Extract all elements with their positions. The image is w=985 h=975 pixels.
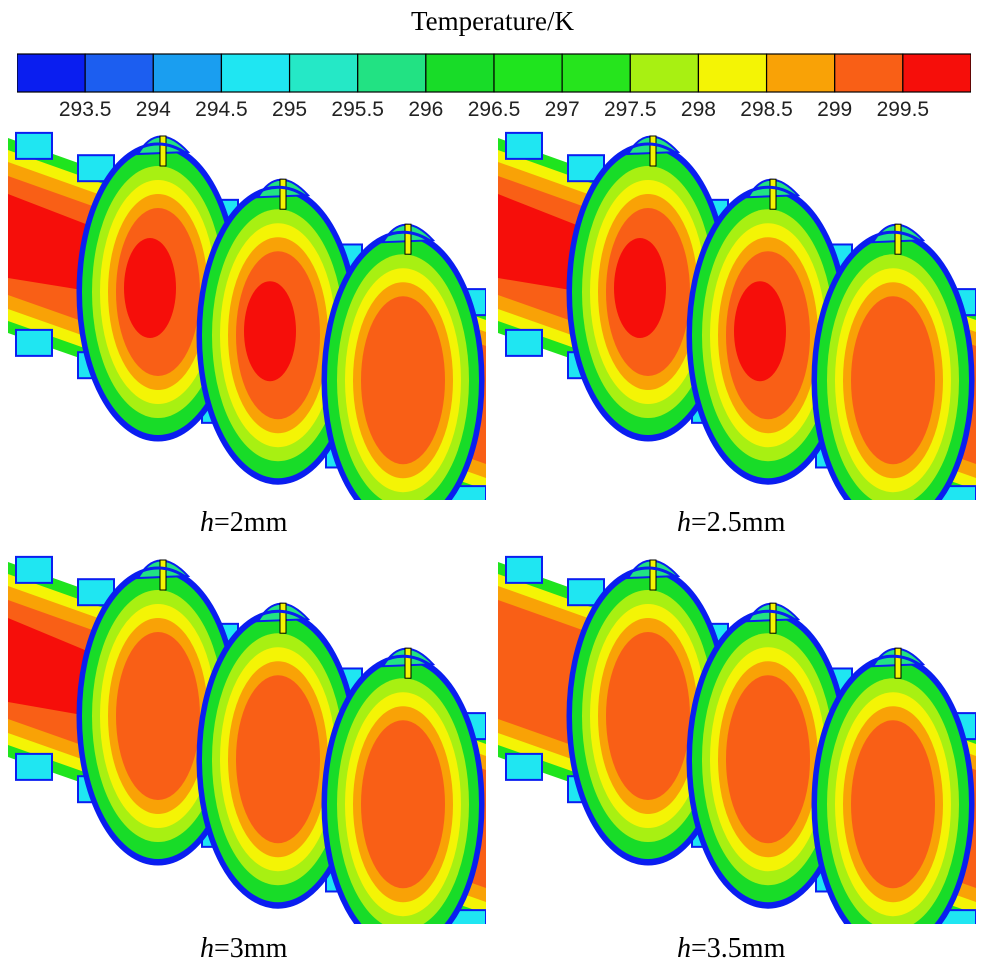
colorbar-segment bbox=[17, 53, 86, 93]
disk-slot bbox=[159, 135, 167, 167]
fin-slot-bottom bbox=[15, 752, 53, 781]
colorbar-segment bbox=[765, 53, 836, 93]
colorbar-segment bbox=[834, 53, 904, 93]
colorbar-segment bbox=[84, 53, 154, 93]
disk-slot bbox=[159, 559, 167, 591]
cross-section-disk bbox=[321, 647, 485, 924]
caption-variable: h bbox=[677, 507, 691, 538]
isotherm-band bbox=[236, 675, 320, 844]
disk-slot bbox=[649, 135, 657, 167]
isotherm-band bbox=[726, 675, 810, 844]
colorbar-title: Temperature/K bbox=[410, 6, 575, 36]
colorbar-segment bbox=[697, 53, 768, 93]
disk-slot bbox=[649, 559, 657, 591]
fin-slot-top bbox=[505, 555, 543, 584]
isotherm-hot-spot bbox=[734, 281, 786, 382]
fin-slot-top bbox=[505, 131, 543, 160]
colorbar-segment bbox=[629, 53, 700, 93]
caption-value: =2.5mm bbox=[691, 507, 786, 538]
caption-variable: h bbox=[677, 933, 691, 964]
colorbar-tick-label: 297.5 bbox=[604, 98, 657, 121]
contour-panel-h-2mm bbox=[8, 131, 486, 500]
cross-section-disk bbox=[566, 559, 730, 866]
colorbar-segment bbox=[220, 53, 291, 93]
isotherm-band bbox=[361, 720, 445, 889]
cross-section-disk bbox=[686, 178, 850, 485]
disk-slot bbox=[404, 223, 412, 255]
disk-edge bbox=[321, 230, 485, 500]
colorbar-segment bbox=[493, 53, 563, 93]
colorbar-tick-label: 295.5 bbox=[331, 98, 384, 121]
colorbar-tick-label: 299 bbox=[817, 98, 853, 121]
disk-slot bbox=[279, 178, 287, 210]
fin-slot-bottom bbox=[505, 752, 543, 781]
colorbar-tick-label: 293.5 bbox=[58, 98, 112, 121]
panel-caption-h-2-5mm: h=2.5mm bbox=[677, 507, 785, 539]
disk-edge bbox=[811, 230, 975, 500]
temperature-colorbar bbox=[17, 53, 971, 93]
isotherm-band bbox=[361, 296, 445, 465]
disk-edge bbox=[811, 654, 975, 924]
fin-slot-top bbox=[15, 131, 53, 160]
disk-slot bbox=[769, 602, 777, 634]
contour-panel-h-2-5mm bbox=[498, 131, 976, 500]
colorbar-tick-label: 294 bbox=[135, 98, 171, 121]
caption-value: =2mm bbox=[214, 507, 288, 538]
colorbar-segment bbox=[902, 53, 971, 93]
colorbar-segment bbox=[425, 53, 495, 93]
colorbar-tick-label: 299.5 bbox=[876, 98, 930, 121]
cross-section-disk bbox=[686, 602, 850, 909]
fin-slot-bottom bbox=[505, 328, 543, 357]
contour-panel-h-3mm bbox=[8, 555, 486, 924]
disk-edge bbox=[321, 654, 485, 924]
disk-slot bbox=[404, 647, 412, 679]
colorbar-tick-label: 296 bbox=[408, 98, 444, 121]
isotherm-band bbox=[851, 720, 935, 889]
cross-section-disk bbox=[76, 559, 240, 866]
panel-caption-h-3mm: h=3mm bbox=[200, 933, 287, 965]
colorbar-segment bbox=[561, 53, 631, 93]
colorbar-segment bbox=[288, 53, 359, 93]
disk-slot bbox=[279, 602, 287, 634]
cross-section-disk bbox=[196, 602, 360, 909]
disk-slot bbox=[894, 647, 902, 679]
disk-slot bbox=[894, 223, 902, 255]
isotherm-band bbox=[851, 296, 935, 465]
colorbar-segment bbox=[357, 53, 427, 93]
panel-caption-h-2mm: h=2mm bbox=[200, 507, 287, 539]
cross-section-disk bbox=[811, 647, 975, 924]
colorbar-tick-label: 297 bbox=[544, 98, 580, 121]
caption-variable: h bbox=[200, 507, 214, 538]
isotherm-hot-spot bbox=[124, 238, 176, 338]
cross-section-disk bbox=[811, 223, 975, 500]
colorbar-tick-label: 298.5 bbox=[740, 98, 793, 121]
isotherm-band bbox=[606, 632, 690, 800]
caption-value: =3mm bbox=[214, 933, 288, 964]
isotherm-band bbox=[116, 632, 200, 800]
colorbar-tick-label: 296.5 bbox=[467, 98, 521, 121]
colorbar-segment bbox=[152, 53, 223, 93]
cross-section-disk bbox=[76, 135, 240, 442]
cross-section-disk bbox=[566, 135, 730, 442]
disk-slot bbox=[769, 178, 777, 210]
colorbar-tick-label: 295 bbox=[272, 98, 308, 121]
panel-caption-h-3-5mm: h=3.5mm bbox=[677, 933, 785, 965]
fin-slot-top bbox=[15, 555, 53, 584]
cross-section-disk bbox=[321, 223, 485, 500]
colorbar-tick-label: 294.5 bbox=[195, 98, 248, 121]
caption-value: =3.5mm bbox=[691, 933, 786, 964]
colorbar-tick-label: 298 bbox=[680, 98, 716, 121]
contour-panel-h-3-5mm bbox=[498, 555, 976, 924]
isotherm-hot-spot bbox=[614, 238, 666, 338]
fin-slot-bottom bbox=[15, 328, 53, 357]
isotherm-hot-spot bbox=[244, 281, 296, 382]
cross-section-disk bbox=[196, 178, 360, 485]
caption-variable: h bbox=[200, 933, 214, 964]
